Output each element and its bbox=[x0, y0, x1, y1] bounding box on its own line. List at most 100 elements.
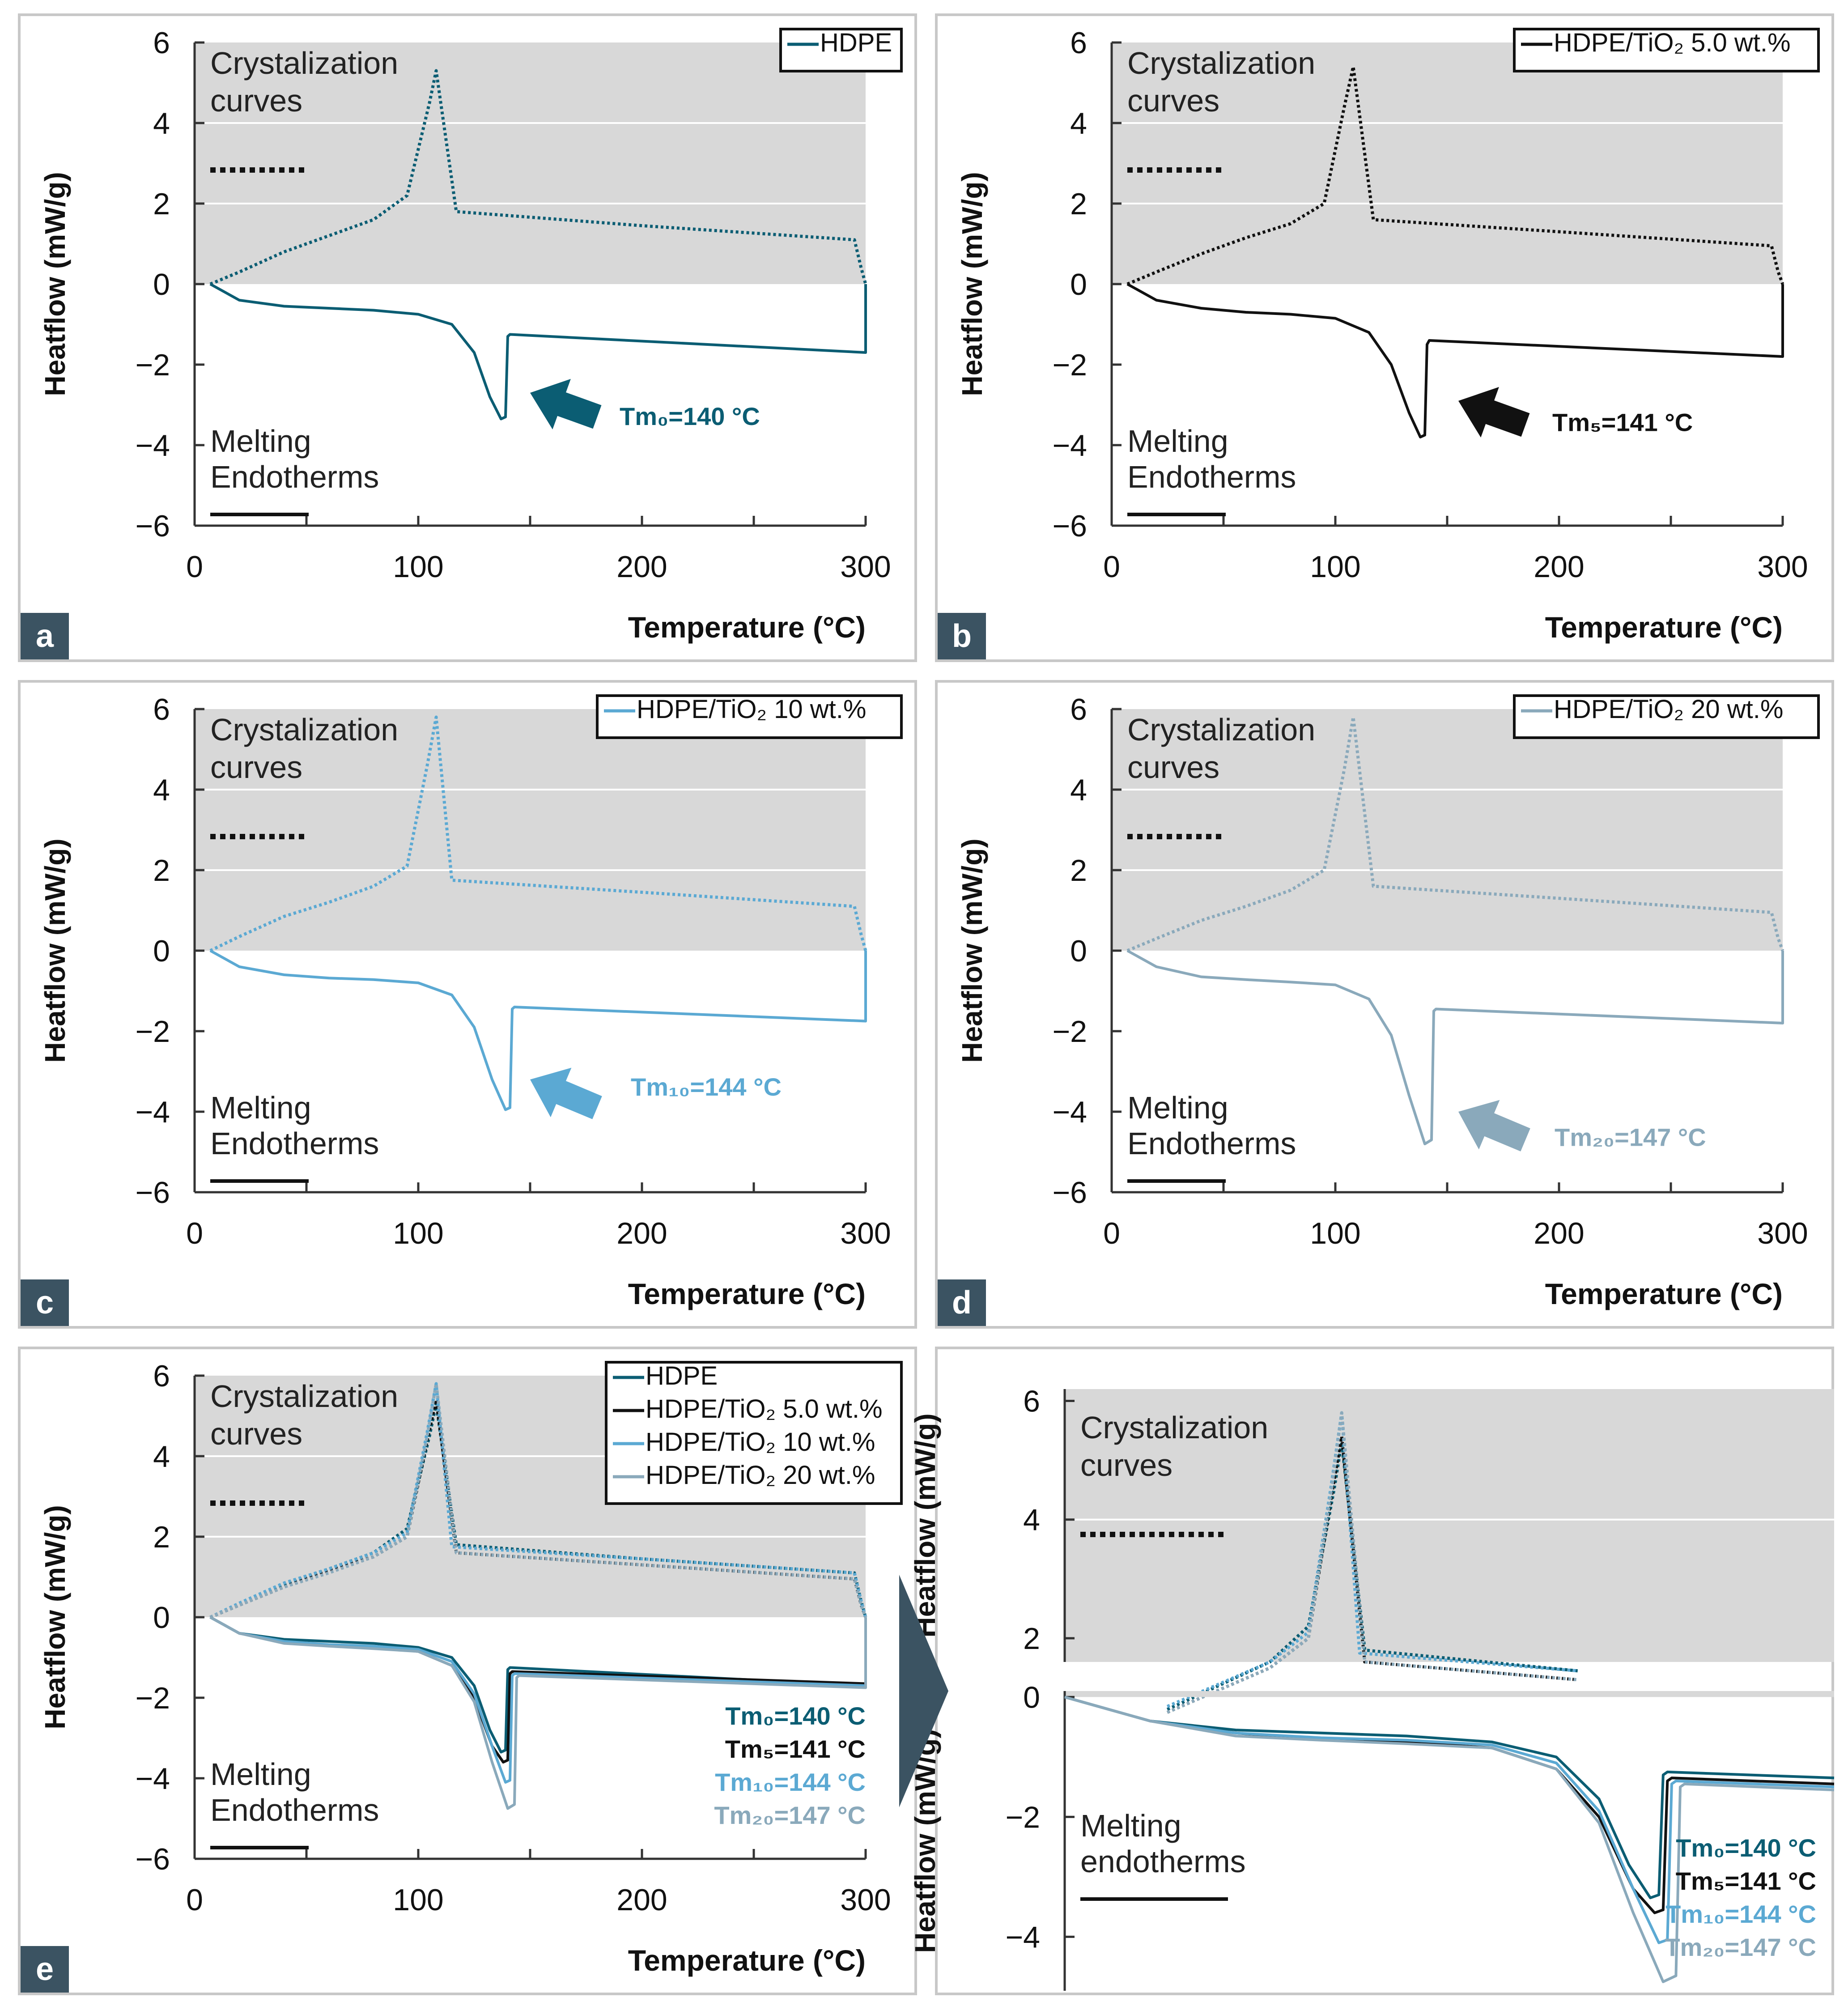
melting-temperature-annotation: Tm₁₀=144 °C bbox=[631, 1073, 782, 1101]
legend-box bbox=[596, 694, 903, 739]
crystallization-label: curves bbox=[1080, 1448, 1173, 1483]
y-tick-label: −4 bbox=[135, 1762, 170, 1796]
melting-label: endotherms bbox=[1080, 1844, 1246, 1879]
series-line-solid bbox=[1064, 1696, 1835, 1983]
series-line-dotted bbox=[209, 715, 867, 952]
y-tick-label: −6 bbox=[135, 509, 170, 543]
y-tick-label: 2 bbox=[153, 1520, 170, 1554]
series-line-dotted bbox=[1166, 1411, 1578, 1708]
y-tick-label: 0 bbox=[1070, 268, 1087, 302]
y-tick-label: 6 bbox=[153, 26, 170, 60]
melting-temperature-annotation: Tm₂₀=147 °C bbox=[1555, 1123, 1706, 1152]
y-tick-label: 6 bbox=[153, 1359, 170, 1393]
y-tick-label: −6 bbox=[1052, 509, 1087, 543]
series-line-solid bbox=[209, 283, 867, 421]
y-tick-label: −4 bbox=[1052, 429, 1087, 463]
y-axis-title: Heatflow (mW/g) bbox=[956, 172, 988, 396]
x-tick-label: 200 bbox=[616, 550, 667, 584]
legend-label: HDPE bbox=[646, 1361, 718, 1390]
crystallization-label: Crystalization bbox=[1127, 712, 1315, 747]
panel-label: d bbox=[952, 1285, 972, 1321]
x-tick-label: 300 bbox=[1757, 550, 1808, 584]
melting-label: Melting bbox=[210, 1757, 311, 1792]
y-tick-label: 4 bbox=[1023, 1503, 1040, 1537]
crystallization-label: Crystalization bbox=[210, 1379, 398, 1414]
crystallization-label: curves bbox=[1127, 83, 1219, 118]
legend-box bbox=[779, 28, 903, 72]
legend-label: HDPE/TiO₂ 5.0 wt.% bbox=[646, 1394, 883, 1424]
y-axis-title: Heatflow (mW/g) bbox=[39, 172, 71, 396]
legend-label: HDPE/TiO₂ 20 wt.% bbox=[1554, 695, 1783, 724]
x-tick-label: 100 bbox=[393, 1216, 443, 1250]
series-line-solid bbox=[1126, 949, 1784, 1145]
x-axis-title: Temperature (°C) bbox=[628, 1277, 866, 1310]
panel-label: e bbox=[36, 1951, 54, 1987]
y-tick-label: 4 bbox=[1070, 773, 1087, 807]
legend-label: HDPE/TiO₂ 10 wt.% bbox=[646, 1428, 875, 1457]
y-tick-label: 2 bbox=[1070, 854, 1087, 888]
melting-temperature-list-item: Tm₂₀=147 °C bbox=[714, 1801, 866, 1829]
y-tick-label: −2 bbox=[135, 1015, 170, 1049]
x-tick-label: 0 bbox=[186, 550, 203, 584]
crystallization-label: curves bbox=[210, 83, 302, 118]
melting-label: Endotherms bbox=[210, 459, 379, 494]
series-line-dotted bbox=[209, 1402, 867, 1619]
x-tick-label: 100 bbox=[1310, 550, 1360, 584]
x-axis-title: Temperature (°C) bbox=[1545, 1277, 1783, 1310]
x-axis-title: Temperature (°C) bbox=[628, 611, 866, 644]
series-line-solid bbox=[1064, 1696, 1835, 1944]
melting-temperature-list-item: Tm₀=140 °C bbox=[725, 1702, 866, 1730]
x-tick-label: 300 bbox=[840, 550, 891, 584]
crystallization-label: Crystalization bbox=[1080, 1410, 1268, 1445]
melting-label: Melting bbox=[1127, 424, 1228, 459]
series-line-solid bbox=[209, 1616, 867, 1784]
legend-label: HDPE/TiO₂ 20 wt.% bbox=[646, 1461, 875, 1490]
x-tick-label: 200 bbox=[616, 1883, 667, 1917]
y-tick-label: −4 bbox=[135, 429, 170, 463]
legend-label: HDPE/TiO₂ 10 wt.% bbox=[637, 695, 866, 724]
x-tick-label: 100 bbox=[393, 550, 443, 584]
melting-temperature-list-item: Tm₁₀=144 °C bbox=[1665, 1900, 1816, 1928]
y-tick-label: 4 bbox=[153, 1440, 170, 1474]
series-line-dotted bbox=[1126, 65, 1784, 286]
crystallization-band bbox=[1112, 709, 1783, 951]
y-tick-label: 0 bbox=[153, 268, 170, 302]
x-tick-label: 100 bbox=[393, 1883, 443, 1917]
x-tick-label: 200 bbox=[1534, 550, 1584, 584]
melting-label: Endotherms bbox=[1127, 1126, 1296, 1161]
melting-temperature-list-item: Tm₂₀=147 °C bbox=[1665, 1933, 1816, 1961]
y-axis-title: Heatflow (mW/g) bbox=[39, 838, 71, 1062]
chart-c: 0 100 200 300 Temperature (°C) 6 4 2 0 −2 −4 −6 Heat… bbox=[21, 693, 903, 1326]
y-axis-title: Heatflow (mW/g) bbox=[956, 838, 988, 1062]
y-tick-label: −6 bbox=[1052, 1176, 1087, 1210]
y-tick-label: 2 bbox=[153, 187, 170, 221]
crystallization-band bbox=[1112, 42, 1783, 284]
crystallization-band bbox=[1065, 1691, 1834, 1697]
melting-label: Melting bbox=[210, 424, 311, 459]
x-tick-label: 300 bbox=[1757, 1216, 1808, 1250]
crystallization-label: Crystalization bbox=[210, 46, 398, 81]
series-line-solid bbox=[1064, 1696, 1835, 1900]
legend-box bbox=[605, 1361, 903, 1505]
y-tick-label: −6 bbox=[135, 1842, 170, 1876]
y-tick-label: 6 bbox=[1070, 26, 1087, 60]
y-tick-label: 0 bbox=[153, 1601, 170, 1635]
panel-label: a bbox=[36, 618, 54, 654]
x-axis-title: Temperature (°C) bbox=[628, 1944, 866, 1977]
x-tick-label: 200 bbox=[1534, 1216, 1584, 1250]
melting-label: Endotherms bbox=[1127, 459, 1296, 494]
series-line-dotted bbox=[209, 1382, 867, 1619]
y-tick-label: 2 bbox=[153, 854, 170, 888]
melting-label: Melting bbox=[210, 1090, 311, 1125]
zoom-arrow-block bbox=[899, 1575, 948, 1807]
series-line-dotted bbox=[209, 69, 867, 286]
y-tick-label: −2 bbox=[1052, 348, 1087, 382]
y-tick-label: 6 bbox=[1023, 1385, 1040, 1419]
series-line-solid bbox=[209, 1616, 867, 1810]
panel-label-box bbox=[21, 613, 69, 659]
melting-temperature-annotation: Tm₀=140 °C bbox=[620, 402, 760, 430]
legend-label: HDPE/TiO₂ 5.0 wt.% bbox=[1554, 28, 1791, 57]
x-tick-label: 0 bbox=[186, 1216, 203, 1250]
melting-label: Endotherms bbox=[210, 1126, 379, 1161]
y-tick-label: −4 bbox=[135, 1095, 170, 1129]
